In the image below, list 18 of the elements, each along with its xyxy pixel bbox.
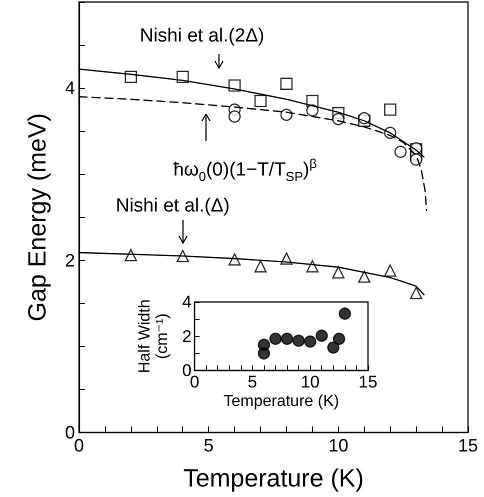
y-tick-label: 2 xyxy=(182,326,192,346)
x-axis-title: Temperature (K) xyxy=(223,392,340,410)
x-tick-label: 10 xyxy=(300,372,320,392)
x-tick-label: 5 xyxy=(248,372,258,392)
y-tick-label: 0 xyxy=(64,422,75,442)
x-tick-label: 15 xyxy=(458,436,478,456)
annotation: Nishi et al.(2Δ) xyxy=(140,26,264,47)
y-axis-title: Gap Energy (meV) xyxy=(23,113,52,322)
annotation: Nishi et al.(Δ) xyxy=(116,195,230,216)
y-tick-label: 0 xyxy=(182,361,192,380)
y-tick-label: 4 xyxy=(182,292,192,312)
x-tick-label: 15 xyxy=(358,372,378,392)
y-tick-label: 4 xyxy=(64,78,75,98)
x-tick-label: 5 xyxy=(204,436,214,456)
y-axis-title: Half Width (cm⁻¹) xyxy=(136,299,171,374)
y-tick-label: 2 xyxy=(64,250,75,270)
x-axis-title: Temperature (K) xyxy=(183,464,364,492)
x-tick-label: 10 xyxy=(328,436,348,456)
